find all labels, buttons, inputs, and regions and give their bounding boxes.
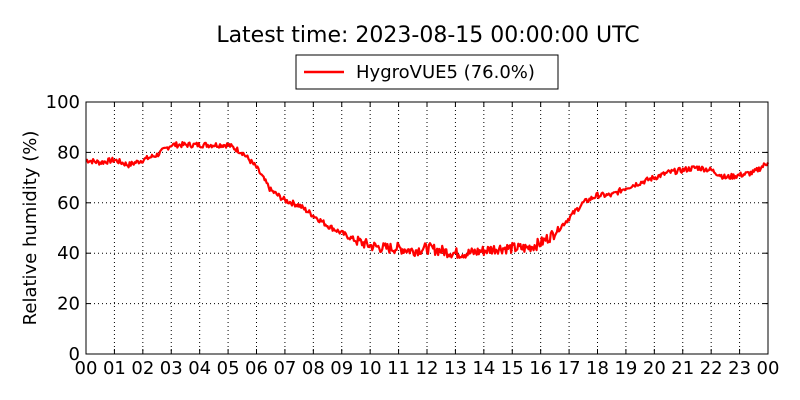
x-tick-label: 21 — [671, 358, 694, 379]
x-tick-label: 18 — [586, 358, 609, 379]
grid — [86, 102, 768, 354]
y-tick-label: 0 — [69, 344, 80, 365]
legend: HygroVUE5 (76.0%) — [295, 54, 559, 90]
y-tick-label: 80 — [57, 142, 80, 163]
x-tick-label: 05 — [217, 358, 240, 379]
legend-label: HygroVUE5 (76.0%) — [356, 62, 535, 83]
plot-frame — [85, 101, 769, 355]
x-tick-label: 20 — [643, 358, 666, 379]
x-tick-label: 06 — [245, 358, 268, 379]
x-tick-label: 09 — [330, 358, 353, 379]
x-tick-label: 17 — [558, 358, 581, 379]
x-tick-label: 00 — [75, 358, 98, 379]
x-tick-label: 14 — [472, 358, 495, 379]
y-tick-label: 60 — [57, 193, 80, 214]
y-tick-label: 100 — [46, 92, 80, 113]
tick-labels: 00 01 02 03 04 05 06 07 08 09 10 11 12 13 14 15 16 17 18 19… — [46, 92, 780, 379]
x-tick-label: 23 — [728, 358, 751, 379]
x-tick-label: 03 — [160, 358, 183, 379]
chart-title: Latest time: 2023-08-15 00:00:00 UTC — [216, 23, 639, 48]
x-tick-label: 13 — [444, 358, 467, 379]
x-tick-label: 07 — [273, 358, 296, 379]
x-tick-label: 12 — [416, 358, 439, 379]
y-tick-label: 40 — [57, 243, 80, 264]
x-tick-label: 04 — [188, 358, 211, 379]
y-tick-label: 20 — [57, 294, 80, 315]
ticks — [85, 101, 769, 355]
x-tick-label: 01 — [103, 358, 126, 379]
x-tick-label: 15 — [501, 358, 524, 379]
x-tick-label: 22 — [700, 358, 723, 379]
x-tick-label: 19 — [614, 358, 637, 379]
x-tick-label: 02 — [131, 358, 154, 379]
y-axis-label: Relative humidity (%) — [20, 131, 41, 326]
series-line-hygrovue5 — [85, 141, 770, 259]
x-tick-label: 11 — [387, 358, 410, 379]
x-tick-label: 08 — [302, 358, 325, 379]
x-tick-label: 10 — [359, 358, 382, 379]
x-tick-label: 16 — [529, 358, 552, 379]
x-tick-label: 00 — [757, 358, 780, 379]
